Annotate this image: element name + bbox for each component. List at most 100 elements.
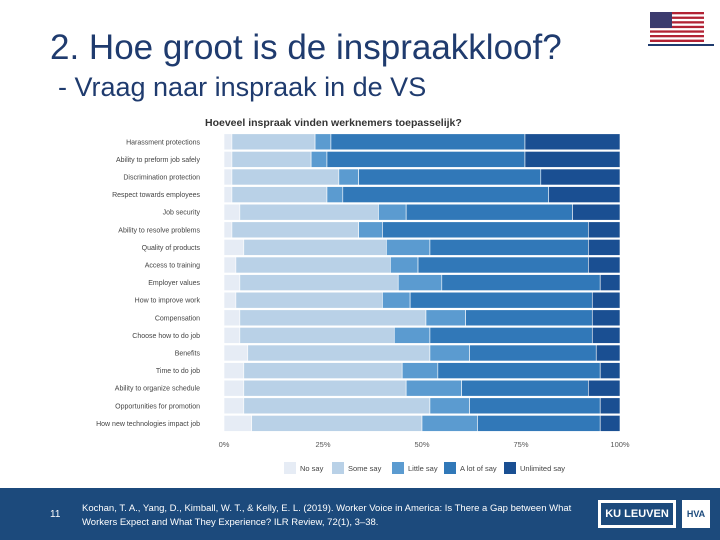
x-tick-label: 0% <box>219 440 230 449</box>
legend-label: A lot of say <box>460 464 497 473</box>
bar-segment <box>401 362 439 379</box>
chart-title: Hoeveel inspraak vinden werknemers toepa… <box>205 117 462 129</box>
y-tick-label: Ability to resolve problems <box>118 227 200 234</box>
bar-segment <box>540 168 621 186</box>
bar-segment <box>469 397 601 415</box>
bar-segment <box>397 274 443 291</box>
bar-segment <box>223 344 249 362</box>
legend-swatch <box>392 462 404 474</box>
y-tick-label: Access to training <box>145 263 200 270</box>
x-tick-label: 50% <box>414 440 429 449</box>
slide-title: 2. Hoe groot is de inspraakkloof? <box>50 28 562 67</box>
bar-segment <box>461 379 589 397</box>
y-tick-label: Benefits <box>175 351 201 358</box>
stacked-bar-chart: Hoeveel inspraak vinden werknemers toepa… <box>96 117 630 474</box>
y-tick-label: Respect towards employees <box>112 192 200 199</box>
y-tick-label: Choose how to do job <box>132 333 200 340</box>
y-tick-label: Job security <box>163 210 201 217</box>
bar-segment <box>469 344 597 362</box>
legend-label: Little say <box>408 464 438 473</box>
bar-segment <box>524 151 621 168</box>
y-tick-label: Opportunities for promotion <box>115 403 200 410</box>
bar-segment <box>591 327 621 344</box>
bar-segment <box>223 397 245 415</box>
us-flag-icon <box>650 12 704 42</box>
y-tick-label: Compensation <box>155 315 200 322</box>
bar-segment <box>358 221 383 239</box>
legend-swatch <box>284 462 296 474</box>
bar-segment <box>243 397 431 415</box>
bar-segment <box>477 415 601 432</box>
y-tick-label: Ability to organize schedule <box>115 386 200 393</box>
bar-segment <box>235 291 383 309</box>
page-number: 11 <box>50 509 61 520</box>
bar-segment <box>223 327 241 344</box>
bar-segment <box>425 309 466 327</box>
bar-segment <box>223 221 233 239</box>
bar-segment <box>251 415 423 432</box>
bar-segment <box>235 256 391 274</box>
bar-segment <box>382 221 589 239</box>
bar-segment <box>342 186 550 203</box>
bar-segment <box>429 397 470 415</box>
bar-segment <box>599 397 621 415</box>
footer-bar: 11 Kochan, T. A., Yang, D., Kimball, W. … <box>0 488 720 540</box>
bar-segment <box>247 344 431 362</box>
bar-segment <box>588 379 621 397</box>
y-tick-label: Harassment protections <box>126 139 200 146</box>
bar-segment <box>231 151 312 168</box>
bar-segment <box>393 327 431 344</box>
bar-segment <box>405 379 462 397</box>
bar-segment <box>231 133 316 151</box>
y-tick-label: Time to do job <box>156 368 200 375</box>
legend-label: Some say <box>348 464 382 473</box>
bar-segment <box>599 362 621 379</box>
bar-segment <box>524 133 621 151</box>
bar-segment <box>326 151 526 168</box>
bar-segment <box>223 256 237 274</box>
bar-segment <box>239 327 395 344</box>
bar-segment <box>223 291 237 309</box>
bar-segment <box>223 379 245 397</box>
ku-leuven-logo-text: KU LEUVEN <box>601 503 673 525</box>
bar-segment <box>223 362 245 379</box>
bar-segment <box>358 168 542 186</box>
bar-segment <box>243 379 407 397</box>
bar-segment <box>378 203 407 221</box>
y-tick-label: Quality of products <box>142 245 201 252</box>
legend-swatch <box>504 462 516 474</box>
legend-swatch <box>332 462 344 474</box>
reference-citation: Kochan, T. A., Yang, D., Kimball, W. T.,… <box>82 503 572 528</box>
bar-segment <box>588 256 621 274</box>
bar-segment <box>386 239 431 256</box>
bar-segment <box>595 344 621 362</box>
y-tick-label: Employer values <box>148 280 200 287</box>
bar-segment <box>314 133 332 151</box>
bar-segment <box>591 309 621 327</box>
bar-segment <box>599 415 621 432</box>
bar-segment <box>231 186 328 203</box>
bar-segment <box>437 362 601 379</box>
bar-segment <box>239 274 399 291</box>
x-tick-label: 100% <box>610 440 630 449</box>
y-tick-label: How to improve work <box>135 298 201 305</box>
bar-segment <box>599 274 621 291</box>
bar-segment <box>405 203 573 221</box>
bar-segment <box>588 221 621 239</box>
bar-segment <box>223 239 245 256</box>
bar-segment <box>382 291 411 309</box>
bar-segment <box>441 274 601 291</box>
bar-segment <box>223 203 241 221</box>
bar-segment <box>223 309 241 327</box>
bar-segment <box>310 151 328 168</box>
bar-segment <box>223 274 241 291</box>
bar-segment <box>223 151 233 168</box>
x-tick-label: 75% <box>513 440 528 449</box>
bar-segment <box>223 133 233 151</box>
legend-swatch <box>444 462 456 474</box>
bar-segment <box>223 415 253 432</box>
hva-logo: HVA <box>682 500 710 528</box>
y-tick-label: How new technologies impact job <box>96 421 200 428</box>
bar-segment <box>390 256 419 274</box>
bar-segment <box>338 168 359 186</box>
